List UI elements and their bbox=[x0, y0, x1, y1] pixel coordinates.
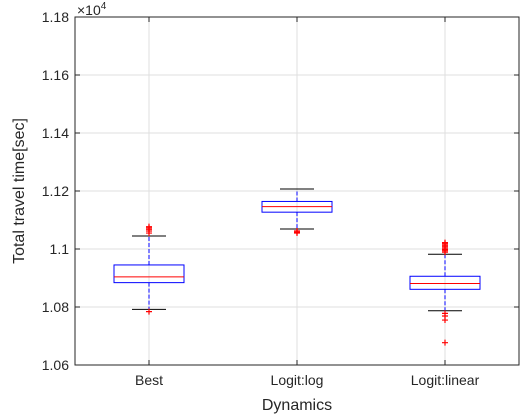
x-tick-label: Logit:log bbox=[271, 372, 324, 388]
y-axis-label: Total travel time[sec] bbox=[11, 118, 28, 264]
y-axis-exponent-base: ×10 bbox=[77, 2, 101, 18]
box-logit-log bbox=[261, 188, 333, 237]
outlier-point bbox=[442, 339, 448, 346]
ticks: 1.06 1.08 1.1 1.12 1.14 1.16 1.18 Best Logit:log… bbox=[42, 9, 519, 388]
y-tick-label: 1.06 bbox=[42, 357, 69, 373]
box-iqr bbox=[113, 264, 185, 284]
outlier-point bbox=[146, 223, 152, 230]
box-best bbox=[113, 223, 185, 315]
outlier-point bbox=[294, 230, 300, 237]
x-tick-label: Logit:linear bbox=[411, 372, 480, 388]
y-axis-exponent-power: 4 bbox=[101, 1, 107, 12]
x-axis-label: Dynamics bbox=[262, 397, 332, 414]
outlier-point bbox=[442, 317, 448, 324]
y-tick-label: 1.12 bbox=[42, 183, 69, 199]
y-axis-exponent: ×104 bbox=[77, 1, 107, 18]
y-tick-label: 1.1 bbox=[50, 241, 70, 257]
outlier-point bbox=[442, 239, 448, 246]
y-tick-label: 1.18 bbox=[42, 9, 69, 25]
outlier-point bbox=[146, 308, 152, 315]
boxes bbox=[113, 188, 481, 346]
box-logit-linear bbox=[409, 239, 481, 346]
y-tick-label: 1.14 bbox=[42, 125, 69, 141]
y-tick-label: 1.08 bbox=[42, 299, 69, 315]
grid bbox=[75, 16, 519, 366]
y-tick-label: 1.16 bbox=[42, 67, 69, 83]
x-tick-label: Best bbox=[135, 372, 163, 388]
box-iqr bbox=[409, 275, 481, 290]
